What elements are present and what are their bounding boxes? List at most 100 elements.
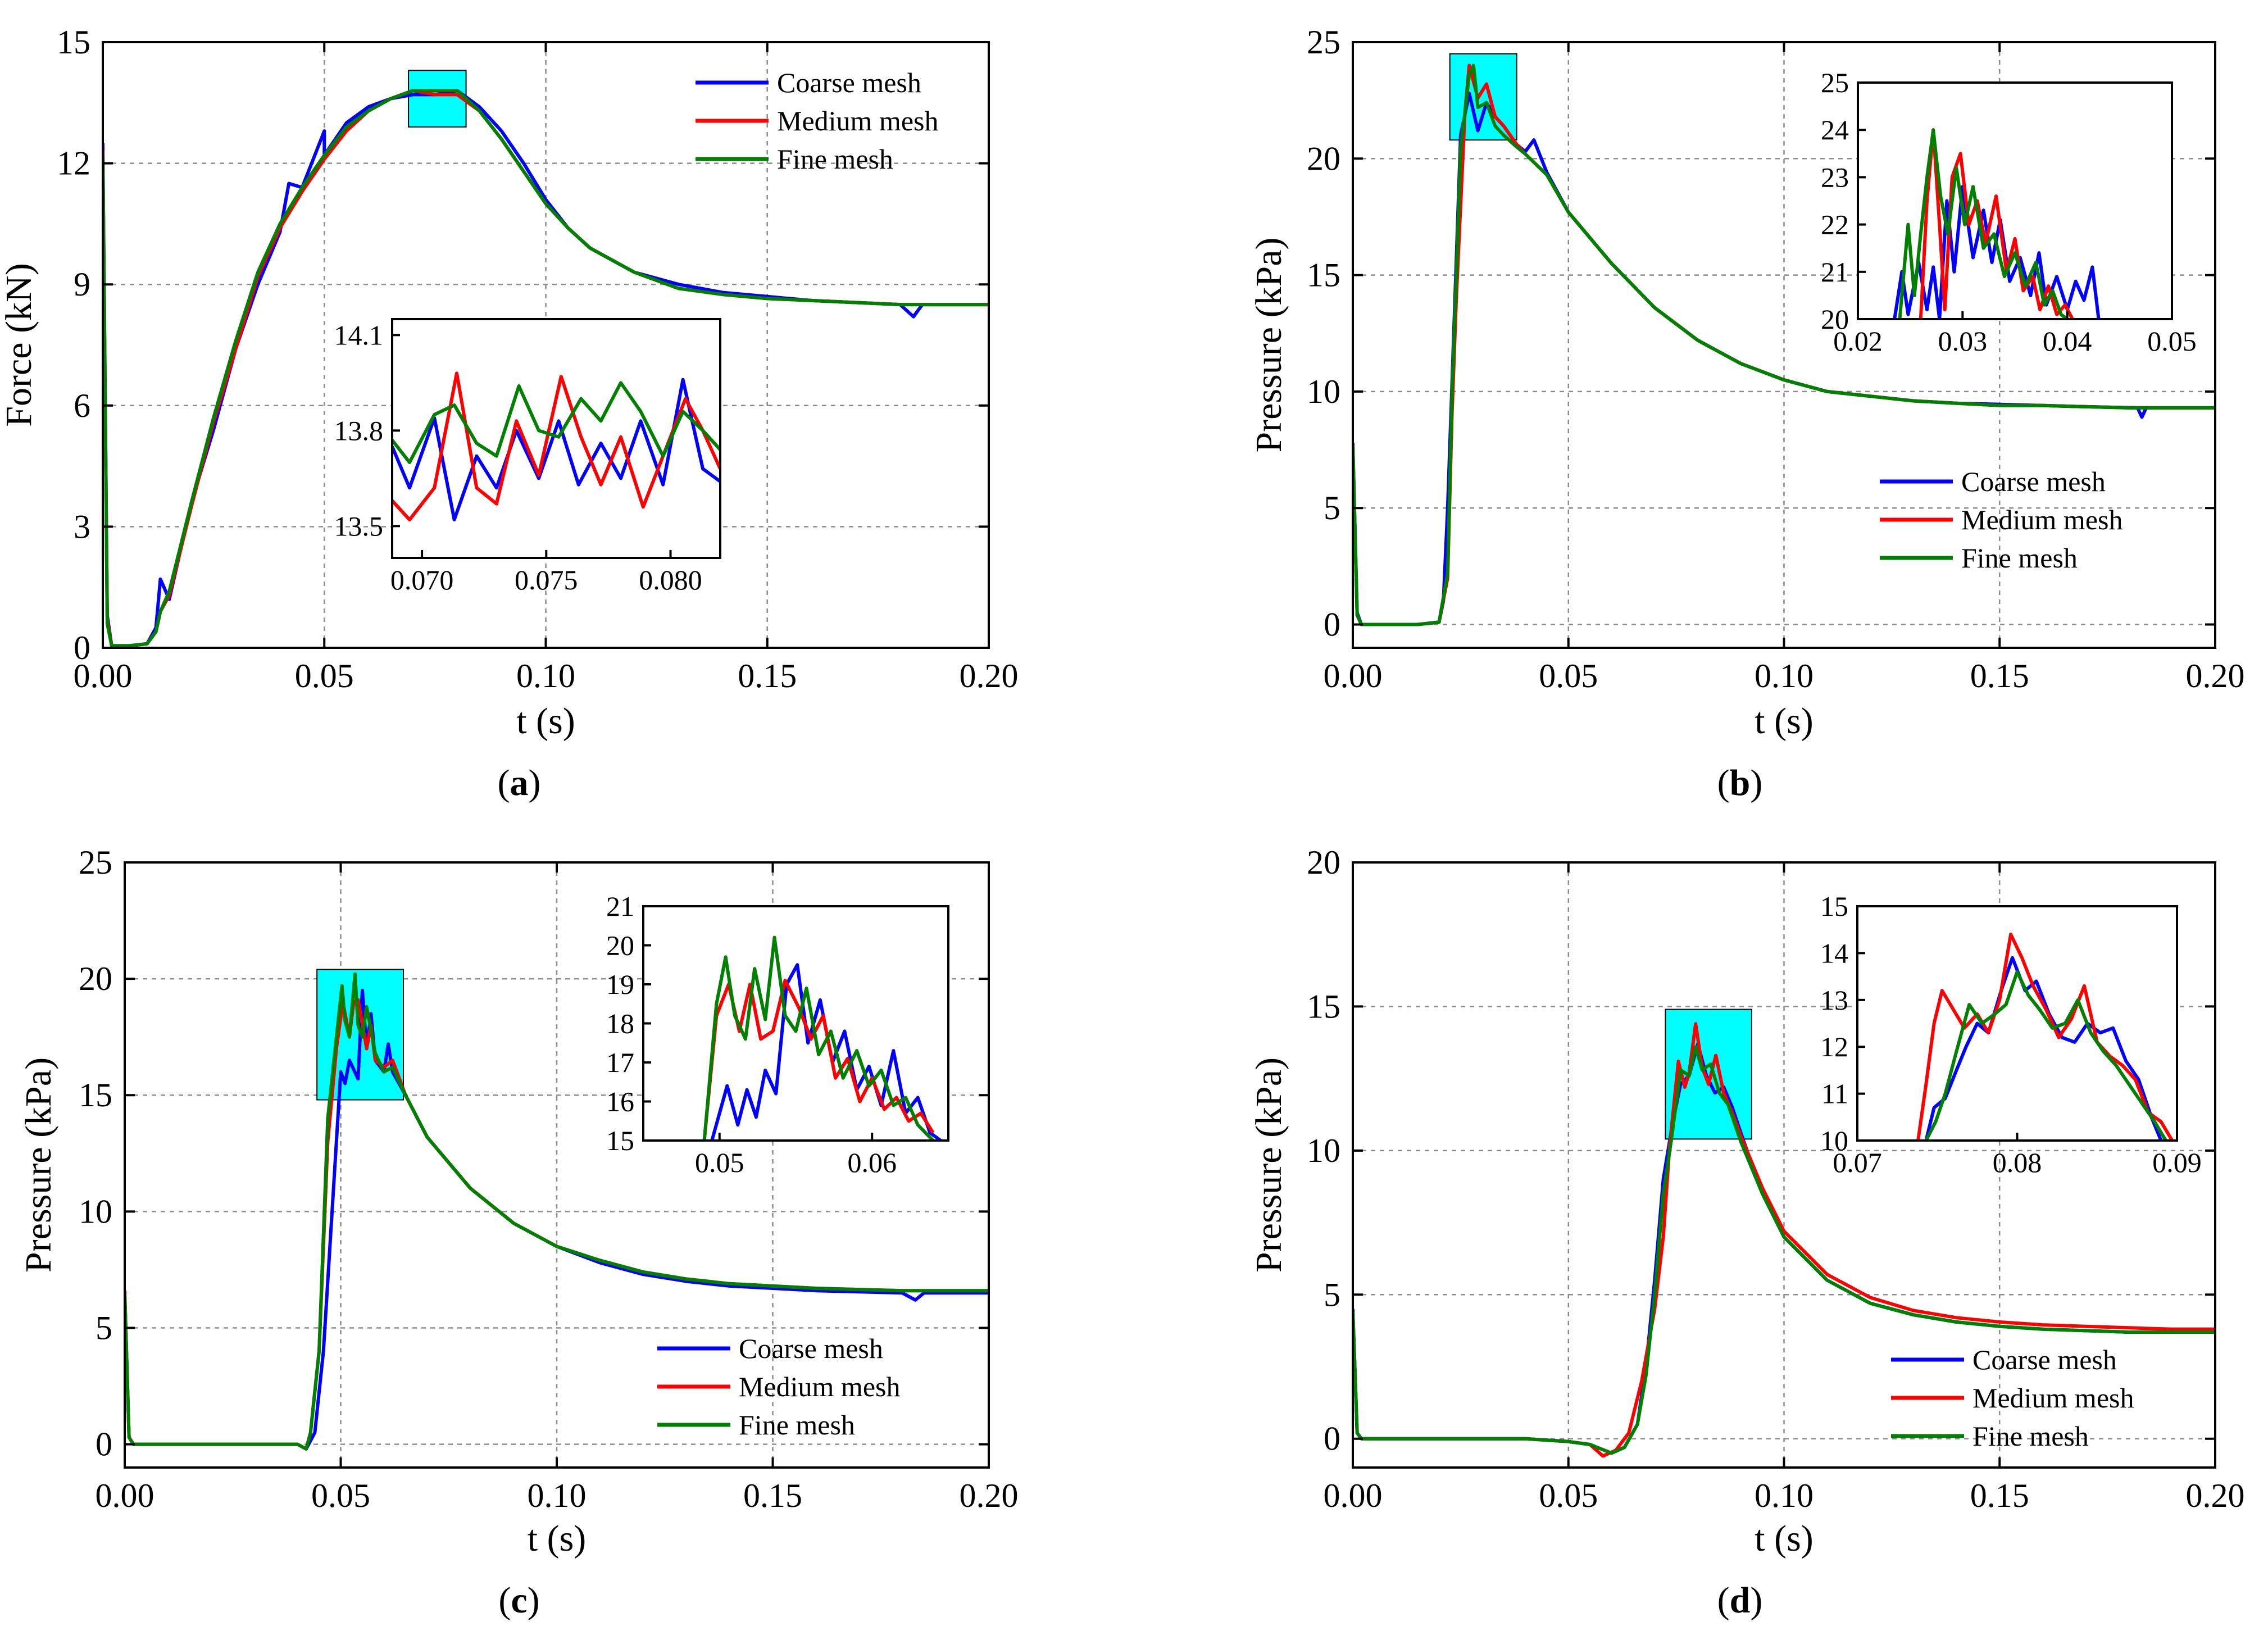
legend-label: Medium mesh [739, 1371, 900, 1402]
x-tick-label: 0.20 [2186, 657, 2245, 694]
inset-frame [1857, 81, 2173, 320]
inset-a: 0.070 0.075 0.080 13.5 13.8 14.1 [334, 318, 721, 596]
legend-label: Coarse mesh [739, 1333, 883, 1364]
inset-y-tick-label: 16 [606, 1086, 634, 1117]
series-line-fine-mesh [103, 89, 989, 648]
y-tick-label: 25 [1307, 24, 1340, 61]
zoom-highlight-box [408, 70, 467, 128]
inset-y-tick-label: 17 [606, 1047, 634, 1078]
inset-c: 0.05 0.06 15 16 17 18 19 20 21 [606, 891, 949, 1178]
x-tick-label: 0.00 [96, 1477, 154, 1514]
inset-y-tick-label: 21 [1821, 256, 1849, 288]
series-group [103, 89, 989, 648]
y-tick-label: 15 [79, 1076, 112, 1114]
legend-label: Coarse mesh [1972, 1344, 2117, 1375]
y-tick-label: 10 [79, 1193, 112, 1230]
panel-caption: (d) [1717, 1580, 1763, 1621]
inset-series-line-medium-mesh [1919, 128, 2074, 319]
inset-background [1857, 906, 2177, 1141]
series-group [1353, 63, 2215, 626]
caption-paren: ( [498, 1580, 511, 1621]
y-tick-label: 10 [1307, 373, 1340, 410]
inset-y-tick-label: 15 [1820, 891, 1848, 922]
y-tick-label: 6 [74, 387, 90, 424]
x-tick-label: 0.15 [738, 657, 797, 694]
inset-y-tick-label: 13 [1820, 984, 1848, 1016]
legend-label: Medium mesh [1972, 1382, 2134, 1414]
legend-label: Fine mesh [739, 1409, 855, 1441]
inset-y-tick-label: 14 [1820, 937, 1848, 969]
inset-series-line-medium-mesh [702, 979, 935, 1141]
x-tick-label: 0.10 [1755, 1477, 1814, 1514]
inset-series-group [1893, 128, 2101, 319]
legend-label: Medium mesh [1961, 504, 2122, 535]
y-tick-label: 0 [1324, 1420, 1340, 1457]
legend-label: Fine mesh [1972, 1420, 2089, 1452]
x-tick-label: 0.10 [1755, 657, 1814, 694]
panel-b: 0.00 0.05 0.10 0.15 0.20 0 5 10 15 20 25 t (s) Press… [1248, 24, 2245, 803]
panel-c: 0.00 0.05 0.10 0.15 0.20 0 5 10 15 20 25 t (s) Press… [18, 844, 1019, 1621]
inset-x-tick-label: 0.070 [390, 564, 454, 596]
y-tick-label: 9 [74, 266, 90, 303]
inset-x-tick-label: 0.05 [695, 1147, 744, 1178]
caption-letter: d [1730, 1580, 1751, 1621]
panel-d: 0.00 0.05 0.10 0.15 0.20 0 5 10 15 20 t (s) Pressur… [1248, 844, 2245, 1621]
caption-paren: ( [498, 762, 510, 803]
y-axis-label: Force (kN) [0, 263, 39, 426]
series-line-fine-mesh [1353, 63, 2215, 626]
legend: Coarse mesh Medium mesh Fine mesh [696, 67, 938, 175]
caption-paren: ( [1717, 762, 1730, 803]
inset-background [1858, 83, 2172, 319]
series-group [1353, 1022, 2215, 1458]
x-tick-label: 0.05 [311, 1477, 370, 1514]
y-tick-label: 3 [74, 508, 90, 545]
series-line-coarse-mesh [125, 988, 989, 1451]
y-axis-label: Pressure (kPa) [1248, 1057, 1289, 1273]
inset-y-tick-label: 22 [1821, 209, 1849, 240]
legend-label: Coarse mesh [777, 67, 921, 98]
inset-y-tick-label: 20 [1821, 303, 1849, 335]
x-axis-label: t (s) [1755, 1518, 1813, 1559]
y-tick-label: 0 [1324, 606, 1340, 643]
inset-x-tick-label: 0.08 [1993, 1147, 2042, 1178]
inset-frame [391, 318, 721, 559]
y-tick-label: 15 [1307, 257, 1340, 294]
inset-y-tick-label: 10 [1820, 1125, 1848, 1156]
x-tick-label: 0.05 [1539, 657, 1598, 694]
x-tick-label: 0.10 [516, 657, 575, 694]
inset-y-tick-label: 13.5 [334, 510, 384, 542]
inset-y-tick-label: 13.8 [334, 415, 384, 446]
y-tick-label: 12 [57, 145, 90, 182]
inset-y-tick-label: 25 [1821, 67, 1849, 98]
grid-lines [125, 862, 989, 1468]
x-tick-label: 0.20 [960, 1477, 1019, 1514]
x-tick-label: 0.00 [1324, 657, 1383, 694]
inset-y-tick-label: 24 [1821, 114, 1849, 146]
inset-y-tick-label: 11 [1821, 1078, 1848, 1110]
inset-x-tick-label: 0.02 [1833, 325, 1883, 357]
legend: Coarse mesh Medium mesh Fine mesh [1880, 466, 2122, 574]
caption-letter: a [510, 762, 529, 803]
x-tick-label: 0.00 [74, 657, 133, 694]
caption-letter: b [1730, 762, 1751, 803]
inset-y-tick-label: 21 [606, 891, 634, 922]
series-line-fine-mesh [1353, 1045, 2215, 1455]
y-tick-label: 20 [1307, 140, 1340, 177]
inset-d: 0.07 0.08 0.09 10 11 12 13 14 15 [1820, 891, 2202, 1178]
y-axis-label: Pressure (kPa) [18, 1057, 59, 1273]
inset-series-line-fine-mesh [1924, 970, 2167, 1141]
legend: Coarse mesh Medium mesh Fine mesh [657, 1333, 900, 1441]
inset-x-tick-label: 0.05 [2147, 325, 2197, 357]
x-tick-label: 0.20 [960, 657, 1019, 694]
zoom-highlight-box [1449, 53, 1517, 141]
inset-y-tick-label: 18 [606, 1008, 634, 1039]
inset-x-tick-label: 0.09 [2152, 1147, 2202, 1178]
inset-series-line-coarse-mesh [392, 378, 720, 521]
x-tick-label: 0.15 [743, 1477, 802, 1514]
inset-series-group [1916, 933, 2174, 1141]
inset-y-tick-label: 19 [606, 969, 634, 1000]
x-tick-label: 0.15 [1970, 1477, 2029, 1514]
inset-x-tick-label: 0.075 [515, 564, 578, 596]
x-tick-label: 0.20 [2186, 1477, 2245, 1514]
caption-paren: ( [1717, 1580, 1730, 1621]
